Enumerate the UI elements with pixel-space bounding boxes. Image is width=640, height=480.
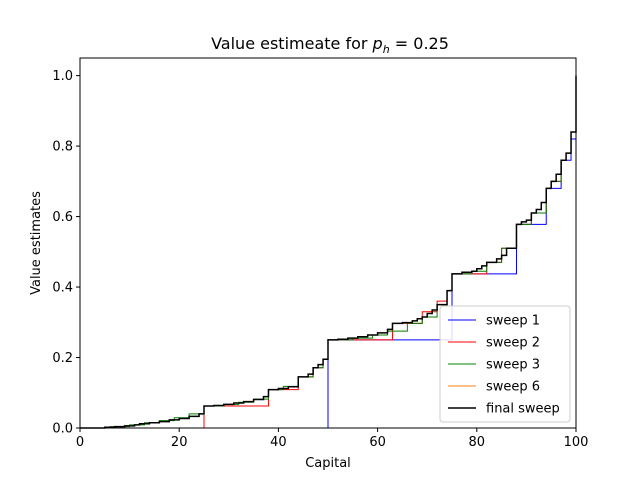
title-suffix: = 0.25 [390,34,449,53]
chart-title: Value estimeate for ph = 0.25 [211,34,449,56]
y-tick-label: 1.0 [52,69,73,84]
x-tick-label: 80 [469,435,486,450]
x-tick-label: 100 [564,435,589,450]
y-tick-label: 0.0 [52,422,73,437]
series-line-final-sweep [80,75,577,429]
x-tick-label: 60 [369,435,386,450]
y-axis-label: Value estimates [29,191,44,295]
title-prefix: Value estimeate for [211,34,372,53]
x-axis: 0 20 40 60 80 100 [76,428,589,450]
title-subscript: h [383,43,390,56]
y-tick-label: 0.8 [52,140,73,155]
x-axis-label: Capital [305,456,351,471]
legend-box [439,305,571,423]
y-tick-label: 0.2 [52,351,73,366]
x-tick-label: 40 [270,435,287,450]
legend: sweep 1 sweep 2 sweep 3 sweep 6 final sweep [439,305,571,423]
legend-label: sweep 3 [486,358,540,373]
y-tick-label: 0.4 [52,281,73,296]
title-symbol: p [372,34,383,53]
legend-label: final sweep [486,402,560,417]
x-tick-label: 20 [171,435,188,450]
legend-label: sweep 2 [486,336,540,351]
plot-frame [79,57,577,429]
x-tick-label: 0 [76,435,84,450]
legend-label: sweep 1 [486,314,540,329]
y-axis: 0.0 0.2 0.4 0.6 0.8 1.0 [52,69,80,437]
legend-label: sweep 6 [486,380,540,395]
y-tick-label: 0.6 [52,210,73,225]
series-layer [80,75,577,429]
